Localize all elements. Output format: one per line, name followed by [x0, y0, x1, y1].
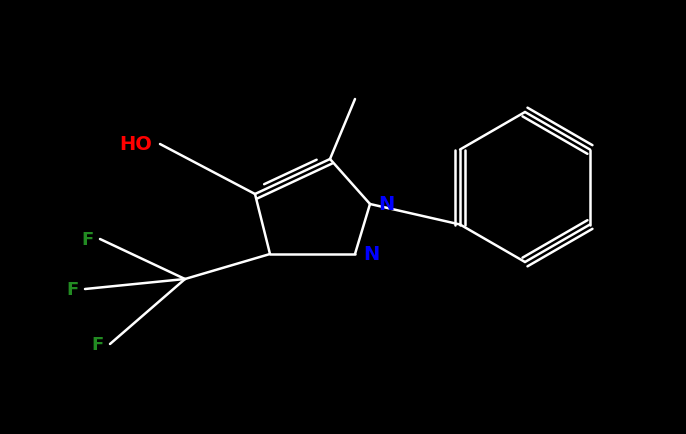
Text: F: F — [67, 280, 79, 298]
Text: F: F — [82, 230, 94, 248]
Text: HO: HO — [119, 135, 152, 154]
Text: N: N — [378, 195, 394, 214]
Text: F: F — [92, 335, 104, 353]
Text: N: N — [363, 245, 379, 264]
